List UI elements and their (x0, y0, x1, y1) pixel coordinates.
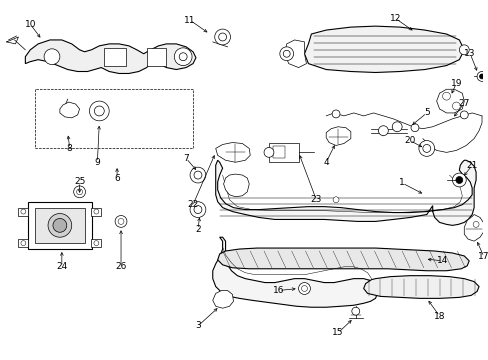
Circle shape (279, 47, 293, 60)
Circle shape (190, 202, 205, 217)
Circle shape (77, 189, 82, 195)
Polygon shape (363, 276, 478, 298)
Text: 5: 5 (423, 108, 429, 117)
Polygon shape (60, 102, 80, 118)
Circle shape (94, 209, 99, 214)
Circle shape (378, 126, 387, 136)
Text: 27: 27 (458, 99, 469, 108)
Circle shape (174, 48, 192, 66)
Circle shape (472, 221, 478, 228)
FancyBboxPatch shape (268, 143, 298, 162)
Circle shape (479, 74, 484, 79)
Circle shape (48, 213, 72, 237)
Circle shape (283, 50, 289, 57)
Polygon shape (212, 291, 233, 308)
Circle shape (298, 283, 310, 294)
FancyBboxPatch shape (28, 202, 92, 249)
Circle shape (331, 110, 339, 118)
FancyBboxPatch shape (104, 48, 126, 66)
Circle shape (351, 307, 359, 315)
FancyBboxPatch shape (35, 208, 84, 243)
Circle shape (218, 33, 226, 41)
Text: 3: 3 (195, 321, 201, 330)
Circle shape (458, 45, 468, 55)
Circle shape (190, 167, 205, 183)
Circle shape (391, 122, 401, 132)
Text: 11: 11 (184, 16, 195, 25)
Circle shape (264, 148, 273, 157)
FancyBboxPatch shape (91, 239, 101, 247)
Polygon shape (436, 89, 463, 113)
Circle shape (194, 171, 202, 179)
Text: 23: 23 (310, 195, 321, 204)
Circle shape (301, 285, 307, 292)
FancyBboxPatch shape (146, 48, 166, 66)
Text: 14: 14 (436, 256, 447, 265)
Circle shape (214, 29, 230, 45)
Text: 22: 22 (187, 200, 198, 209)
Circle shape (21, 209, 26, 214)
Circle shape (94, 106, 104, 116)
Polygon shape (215, 143, 250, 162)
Circle shape (194, 206, 202, 213)
Polygon shape (223, 174, 249, 197)
Text: 1: 1 (398, 179, 404, 188)
Circle shape (89, 101, 109, 121)
Text: 21: 21 (466, 161, 477, 170)
Text: 13: 13 (464, 49, 475, 58)
Text: 24: 24 (56, 262, 67, 271)
Circle shape (118, 219, 124, 224)
Circle shape (332, 197, 338, 203)
Text: 16: 16 (272, 286, 284, 295)
Polygon shape (284, 40, 306, 68)
Polygon shape (215, 160, 475, 225)
FancyBboxPatch shape (272, 147, 284, 158)
Circle shape (442, 92, 449, 100)
Circle shape (94, 240, 99, 246)
Circle shape (418, 140, 434, 156)
Text: 15: 15 (331, 328, 343, 337)
Text: 9: 9 (94, 158, 100, 167)
Text: 6: 6 (114, 174, 120, 183)
FancyBboxPatch shape (19, 239, 28, 247)
Circle shape (459, 111, 467, 119)
FancyBboxPatch shape (19, 208, 28, 216)
Text: 20: 20 (404, 136, 415, 145)
Circle shape (451, 102, 459, 110)
Circle shape (451, 173, 465, 187)
Circle shape (74, 186, 85, 198)
Circle shape (44, 49, 60, 64)
Text: 25: 25 (74, 177, 85, 186)
Text: 18: 18 (433, 312, 445, 321)
Text: 17: 17 (477, 252, 488, 261)
Circle shape (115, 216, 127, 228)
Text: 4: 4 (323, 158, 328, 167)
Polygon shape (25, 40, 196, 73)
FancyBboxPatch shape (91, 208, 101, 216)
Text: 19: 19 (450, 79, 461, 88)
Polygon shape (304, 26, 463, 72)
Circle shape (410, 124, 418, 132)
Polygon shape (325, 127, 350, 145)
Text: 12: 12 (389, 14, 400, 23)
Text: 10: 10 (24, 20, 36, 29)
Polygon shape (463, 215, 483, 241)
Circle shape (179, 53, 187, 60)
Circle shape (422, 144, 430, 152)
Text: 7: 7 (183, 154, 189, 163)
Polygon shape (212, 237, 377, 307)
Text: 2: 2 (195, 225, 201, 234)
Circle shape (21, 240, 26, 246)
Circle shape (53, 219, 67, 232)
Text: 8: 8 (67, 144, 72, 153)
Polygon shape (217, 248, 468, 271)
Circle shape (476, 72, 486, 81)
Circle shape (455, 176, 462, 184)
Text: 26: 26 (115, 262, 126, 271)
